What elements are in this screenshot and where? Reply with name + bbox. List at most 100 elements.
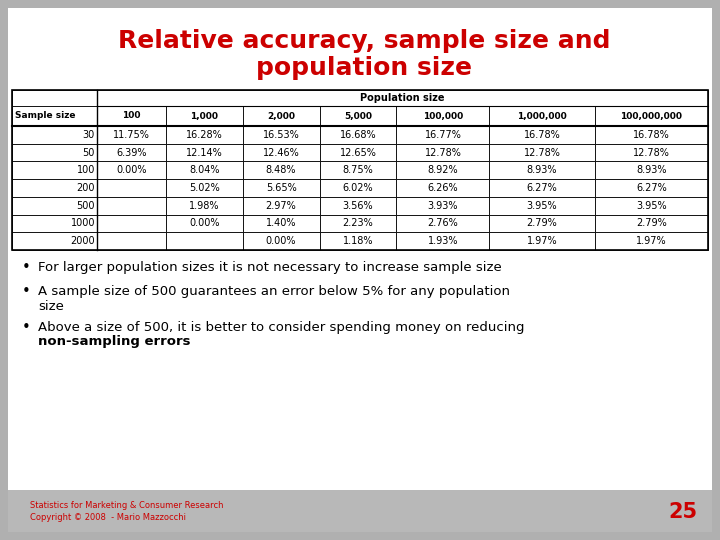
Bar (97, 232, 166, 250)
Bar (397, 179, 490, 197)
Text: 1.97%: 1.97% (636, 236, 667, 246)
Bar (243, 106, 320, 126)
Bar (243, 161, 320, 179)
Bar (97, 214, 166, 232)
Bar (397, 232, 490, 250)
Bar (243, 179, 320, 197)
Bar (97, 179, 166, 197)
Text: Statistics for Marketing & Consumer Research: Statistics for Marketing & Consumer Rese… (30, 502, 223, 510)
Text: 1.98%: 1.98% (189, 201, 220, 211)
Text: 11.75%: 11.75% (113, 130, 150, 140)
Text: 1.18%: 1.18% (343, 236, 373, 246)
Bar (320, 144, 397, 161)
Text: 2.79%: 2.79% (527, 218, 557, 228)
Text: 12.78%: 12.78% (523, 147, 561, 158)
Bar (397, 214, 490, 232)
Bar (166, 197, 243, 214)
Bar (12, 90, 97, 106)
Text: 3.95%: 3.95% (636, 201, 667, 211)
Text: 12.78%: 12.78% (633, 147, 670, 158)
Bar (97, 197, 166, 214)
Text: Population size: Population size (360, 93, 445, 103)
Bar (243, 144, 320, 161)
Text: 16.68%: 16.68% (340, 130, 377, 140)
Bar (166, 144, 243, 161)
Text: 100: 100 (122, 111, 140, 120)
Bar (243, 197, 320, 214)
Text: 0.00%: 0.00% (266, 236, 297, 246)
Text: 2.23%: 2.23% (343, 218, 374, 228)
Bar (397, 126, 490, 144)
Bar (12, 106, 97, 126)
Text: 1000: 1000 (71, 218, 95, 228)
Text: 6.27%: 6.27% (636, 183, 667, 193)
Text: 100: 100 (76, 165, 95, 176)
Bar (490, 232, 595, 250)
Bar (320, 214, 397, 232)
Text: 16.53%: 16.53% (263, 130, 300, 140)
Text: 1.93%: 1.93% (428, 236, 458, 246)
Bar (243, 126, 320, 144)
Bar (166, 126, 243, 144)
Text: 25: 25 (669, 502, 698, 522)
Bar (320, 106, 397, 126)
Bar (490, 161, 595, 179)
Text: Relative accuracy, sample size and: Relative accuracy, sample size and (118, 29, 611, 53)
Text: 16.78%: 16.78% (633, 130, 670, 140)
Bar (397, 197, 490, 214)
Bar (97, 90, 708, 106)
Text: 2.79%: 2.79% (636, 218, 667, 228)
Bar (12, 126, 97, 144)
Bar (320, 197, 397, 214)
Bar (97, 106, 166, 126)
Text: 12.46%: 12.46% (263, 147, 300, 158)
Bar (595, 214, 708, 232)
Bar (595, 106, 708, 126)
Bar (12, 197, 97, 214)
Text: Sample size: Sample size (15, 111, 76, 120)
Text: 1,000,000: 1,000,000 (517, 111, 567, 120)
Bar (490, 126, 595, 144)
Text: 16.77%: 16.77% (425, 130, 462, 140)
Text: 5,000: 5,000 (344, 111, 372, 120)
Text: 1,000: 1,000 (190, 111, 218, 120)
Text: •: • (22, 321, 31, 335)
Text: 2.76%: 2.76% (428, 218, 459, 228)
Text: size: size (38, 300, 64, 313)
Bar (595, 126, 708, 144)
Bar (243, 232, 320, 250)
Text: 16.78%: 16.78% (523, 130, 560, 140)
Text: 500: 500 (76, 201, 95, 211)
Text: 8.93%: 8.93% (527, 165, 557, 176)
Bar (595, 161, 708, 179)
Bar (166, 232, 243, 250)
Text: 100,000,000: 100,000,000 (621, 111, 683, 120)
Bar (397, 161, 490, 179)
Bar (490, 197, 595, 214)
Bar (12, 232, 97, 250)
Text: 1.40%: 1.40% (266, 218, 297, 228)
Text: 8.75%: 8.75% (343, 165, 374, 176)
Bar (595, 197, 708, 214)
Text: 3.93%: 3.93% (428, 201, 458, 211)
Bar (320, 179, 397, 197)
Text: •: • (22, 285, 31, 300)
Bar (320, 161, 397, 179)
Text: A sample size of 500 guarantees an error below 5% for any population: A sample size of 500 guarantees an error… (38, 286, 510, 299)
Bar (166, 161, 243, 179)
Text: 6.39%: 6.39% (116, 147, 147, 158)
Text: 30: 30 (83, 130, 95, 140)
Text: Above a size of 500, it is better to consider spending money on reducing: Above a size of 500, it is better to con… (38, 321, 524, 334)
Bar (12, 214, 97, 232)
Text: 50: 50 (83, 147, 95, 158)
Text: 6.26%: 6.26% (428, 183, 458, 193)
Bar (12, 144, 97, 161)
Text: 200: 200 (76, 183, 95, 193)
Bar (8, 490, 712, 532)
Bar (166, 179, 243, 197)
Bar (595, 179, 708, 197)
Text: 100,000: 100,000 (423, 111, 463, 120)
Bar (12, 179, 97, 197)
Bar (320, 232, 397, 250)
Text: For larger population sizes it is not necessary to increase sample size: For larger population sizes it is not ne… (38, 261, 502, 274)
